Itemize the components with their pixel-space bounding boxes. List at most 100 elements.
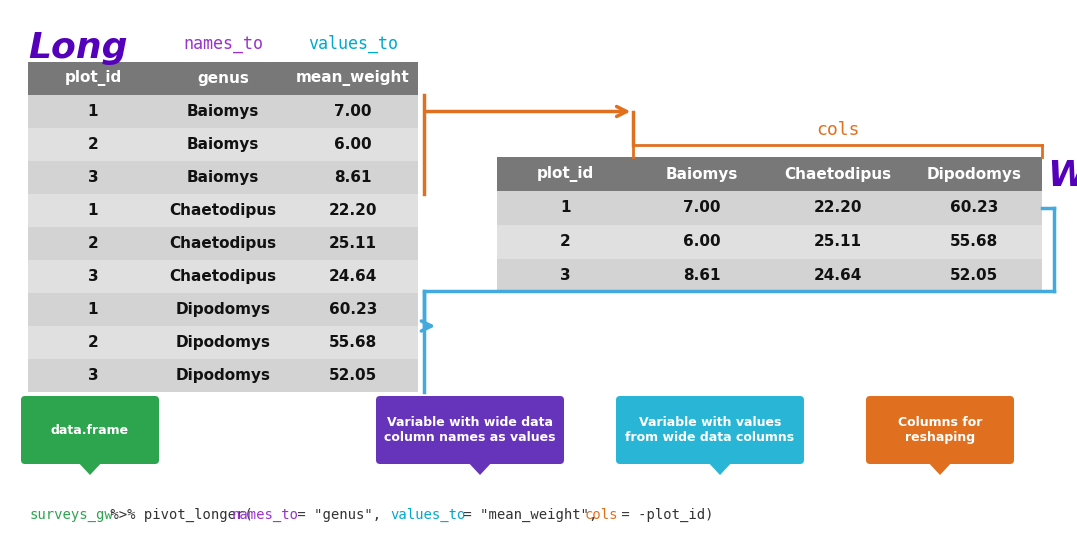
Text: 60.23: 60.23 (950, 201, 998, 216)
Text: Dipodomys: Dipodomys (926, 166, 1021, 181)
Bar (906, 259, 1043, 293)
Bar (28, 326, 158, 359)
Text: %>% pivot_longer(: %>% pivot_longer( (102, 508, 253, 522)
Text: Baiomys: Baiomys (666, 166, 738, 181)
Bar (769, 191, 906, 225)
Text: names_to: names_to (183, 35, 263, 53)
Text: 7.00: 7.00 (683, 201, 721, 216)
Bar (633, 259, 769, 293)
Bar (496, 191, 633, 225)
Text: 25.11: 25.11 (813, 235, 862, 250)
Text: 24.64: 24.64 (813, 268, 862, 284)
Text: 1: 1 (87, 302, 98, 317)
FancyBboxPatch shape (616, 396, 805, 464)
Bar (288, 62, 418, 95)
Text: = -plot_id): = -plot_id) (613, 508, 714, 522)
Text: Dipodomys: Dipodomys (176, 335, 270, 350)
Bar (496, 157, 633, 191)
Bar (496, 259, 633, 293)
Text: plot_id: plot_id (536, 166, 593, 182)
Polygon shape (466, 460, 494, 475)
FancyBboxPatch shape (20, 396, 159, 464)
Bar (288, 128, 418, 161)
Bar (906, 225, 1043, 259)
Text: cols: cols (585, 508, 618, 522)
Bar (28, 128, 158, 161)
Text: 55.68: 55.68 (950, 235, 998, 250)
Text: Chaetodipus: Chaetodipus (169, 203, 277, 218)
Text: 8.61: 8.61 (683, 268, 721, 284)
Bar (28, 194, 158, 227)
Text: 8.61: 8.61 (334, 170, 372, 185)
Bar (288, 260, 418, 293)
Text: 1: 1 (87, 203, 98, 218)
FancyBboxPatch shape (376, 396, 564, 464)
Text: data.frame: data.frame (51, 423, 129, 436)
Text: mean_weight: mean_weight (296, 70, 410, 87)
Text: 2: 2 (87, 335, 98, 350)
Text: 2: 2 (87, 236, 98, 251)
Text: Chaetodipus: Chaetodipus (169, 236, 277, 251)
Text: 2: 2 (560, 235, 571, 250)
Polygon shape (707, 460, 735, 475)
Bar (288, 227, 418, 260)
Text: 2: 2 (87, 137, 98, 152)
Bar (28, 260, 158, 293)
Text: 3: 3 (560, 268, 571, 284)
Text: Long: Long (28, 31, 127, 65)
Text: Baiomys: Baiomys (186, 137, 260, 152)
Text: Dipodomys: Dipodomys (176, 302, 270, 317)
Bar (158, 227, 288, 260)
Bar (288, 161, 418, 194)
Bar (769, 157, 906, 191)
Text: 60.23: 60.23 (328, 302, 377, 317)
Bar (28, 359, 158, 392)
Text: values_to: values_to (390, 508, 465, 522)
Text: values_to: values_to (308, 35, 398, 53)
Text: 3: 3 (87, 170, 98, 185)
Bar (158, 95, 288, 128)
Text: 25.11: 25.11 (328, 236, 377, 251)
Bar (28, 293, 158, 326)
Text: surveys_gw: surveys_gw (30, 508, 114, 522)
Text: 1: 1 (87, 104, 98, 119)
Bar (288, 326, 418, 359)
Text: 6.00: 6.00 (334, 137, 372, 152)
Bar (288, 95, 418, 128)
Bar (28, 95, 158, 128)
Text: Variable with wide data
column names as values: Variable with wide data column names as … (384, 416, 556, 444)
Text: Chaetodipus: Chaetodipus (169, 269, 277, 284)
Bar (633, 191, 769, 225)
Bar (769, 259, 906, 293)
Bar (28, 161, 158, 194)
Bar (633, 225, 769, 259)
Polygon shape (76, 460, 104, 475)
Text: 22.20: 22.20 (328, 203, 377, 218)
Bar (28, 227, 158, 260)
Text: 22.20: 22.20 (813, 201, 862, 216)
Bar (158, 293, 288, 326)
Bar (158, 161, 288, 194)
Bar (288, 293, 418, 326)
Text: = "genus",: = "genus", (290, 508, 406, 522)
Bar (158, 194, 288, 227)
Bar (906, 157, 1043, 191)
Text: genus: genus (197, 71, 249, 86)
Text: cols: cols (816, 121, 859, 139)
FancyBboxPatch shape (866, 396, 1015, 464)
Text: names_to: names_to (232, 508, 298, 522)
Bar (28, 62, 158, 95)
Bar (906, 191, 1043, 225)
Text: Baiomys: Baiomys (186, 170, 260, 185)
Text: 3: 3 (87, 368, 98, 383)
Text: 3: 3 (87, 269, 98, 284)
Text: Wide: Wide (1047, 158, 1077, 192)
Text: = "mean_weight",: = "mean_weight", (454, 508, 605, 522)
Text: 55.68: 55.68 (328, 335, 377, 350)
Polygon shape (926, 460, 954, 475)
Text: 52.05: 52.05 (950, 268, 998, 284)
Bar (633, 157, 769, 191)
Text: 52.05: 52.05 (328, 368, 377, 383)
Text: 24.64: 24.64 (328, 269, 377, 284)
Bar (769, 225, 906, 259)
